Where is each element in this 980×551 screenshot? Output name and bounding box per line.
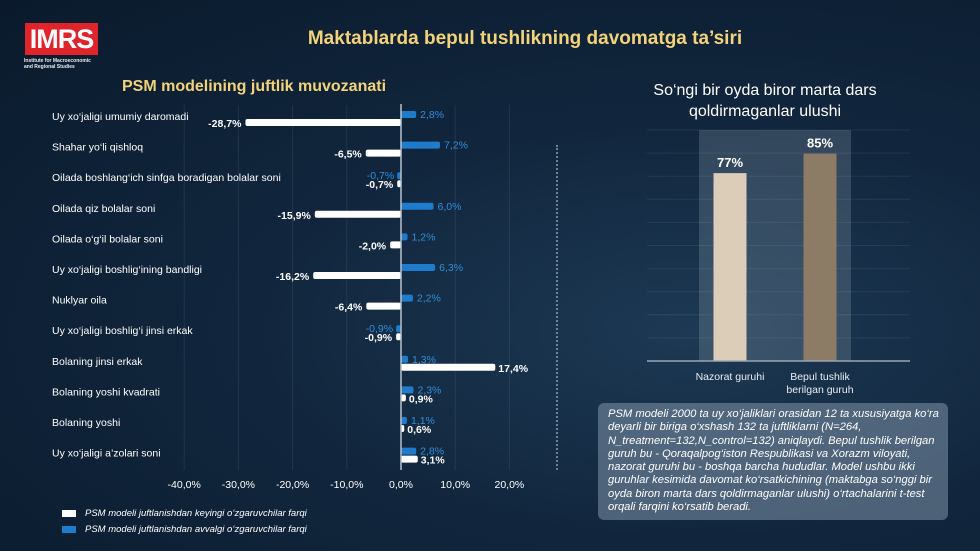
category-label: Bolaning yoshi — [52, 417, 120, 429]
bar-after — [245, 119, 401, 126]
bar-after — [366, 302, 401, 310]
data-label-after: -15,9% — [278, 210, 312, 222]
category-label: Uy xo‘jaligi boshlig‘i jinsi erkak — [52, 325, 193, 337]
x-tick-label: -30,0% — [222, 479, 255, 491]
bar-after — [365, 149, 401, 157]
data-label-before: 6,3% — [439, 262, 463, 274]
category-label: Nazorat guruhi — [696, 371, 765, 383]
legend-label: PSM modeli juftlanishdan keyingi o‘zgaru… — [85, 507, 307, 519]
page-title: Maktablarda bepul tushlikning davomatga … — [307, 28, 743, 49]
data-label-before: 2,3% — [417, 384, 441, 396]
data-label-after: -6,4% — [335, 302, 363, 314]
bar-before — [401, 111, 417, 118]
category-label: Oilada qiz bolalar soni — [52, 203, 155, 215]
bar-before — [397, 172, 401, 180]
category-label: Nuklyar oila — [52, 295, 107, 307]
data-label-after: 0,9% — [409, 393, 434, 405]
bar-before — [401, 202, 434, 210]
bar-treatment — [803, 153, 837, 361]
bar-after — [401, 425, 405, 432]
legend-swatch-blue — [62, 525, 76, 533]
data-label-after: 17,4% — [498, 363, 528, 375]
category-label: Shahar yo‘li qishloq — [52, 142, 143, 154]
bar-before — [396, 325, 401, 333]
data-label-after: -2,0% — [359, 240, 387, 252]
bar-after — [397, 180, 401, 188]
category-label: Uy xo‘jaligi boshlig‘ining bandligi — [52, 264, 202, 276]
category-label: Bepul tushlik berilgan guruh — [786, 371, 853, 396]
bar-before — [401, 141, 441, 149]
bar-after — [313, 272, 401, 279]
data-label-before: -0,9% — [366, 323, 393, 335]
category-label: Uy xo‘jaligi umumiy daromadi — [52, 111, 189, 123]
data-label-after: 3,1% — [421, 455, 446, 467]
data-label-after: -28,7% — [208, 118, 242, 130]
data-label-before: 2,8% — [420, 446, 444, 458]
category-label: Bolaning yoshi kvadrati — [52, 386, 160, 398]
data-label-before: 7,2% — [444, 140, 468, 152]
bar-after — [396, 333, 401, 341]
category-label: Uy xo‘jaligi a’zolari soni — [52, 448, 161, 460]
data-label-after: 0,6% — [407, 424, 432, 436]
category-label: Oilada boshlang‘ich sinfga boradigan bol… — [52, 172, 281, 184]
data-label-before: 2,8% — [420, 109, 444, 121]
bar-before — [401, 386, 414, 394]
bar-after — [314, 210, 401, 218]
x-tick-label: 20,0% — [495, 479, 525, 491]
data-label-before: 1,2% — [412, 231, 436, 243]
bar-after — [401, 394, 406, 402]
legend-item-after: PSM modeli juftlanishdan keyingi o‘zgaru… — [62, 505, 307, 521]
bar-after — [401, 363, 496, 371]
bar-control — [713, 173, 747, 361]
right-chart-title: So‘ngi bir oyda biror marta dars qoldirm… — [653, 82, 877, 120]
data-label-before: 1,1% — [411, 415, 435, 427]
data-label-before: 2,2% — [417, 293, 441, 305]
x-tick-label: 10,0% — [440, 479, 470, 491]
bar-before — [401, 294, 413, 302]
legend-swatch-white — [62, 509, 76, 517]
value-label: 85% — [807, 136, 833, 151]
data-label-after: -16,2% — [276, 271, 310, 283]
left-chart-title: PSM modelining juftlik muvozanati — [122, 78, 387, 95]
data-label-after: -0,7% — [366, 179, 394, 191]
category-label: Bolaning jinsi erkak — [52, 356, 143, 368]
legend-item-before: PSM modeli juftlanishdan avvalgi o‘zgaru… — [62, 521, 307, 537]
bar-before — [401, 417, 407, 424]
data-label-before: 6,0% — [438, 201, 462, 213]
data-label-after: -6,5% — [334, 149, 362, 161]
data-label-before: -0,7% — [367, 170, 394, 182]
legend: PSM modeli juftlanishdan keyingi o‘zgaru… — [62, 505, 307, 537]
x-tick-label: -40,0% — [168, 479, 201, 491]
methodology-note: PSM modeli 2000 ta uy xo‘jaliklari orasi… — [598, 403, 948, 521]
data-label-after: -0,9% — [365, 332, 393, 344]
bar-after — [401, 455, 418, 463]
legend-label: PSM modeli juftlanishdan avvalgi o‘zgaru… — [85, 523, 307, 535]
value-label: 77% — [717, 155, 743, 170]
x-tick-label: -10,0% — [330, 479, 363, 491]
bar-before — [401, 447, 417, 455]
bar-before — [401, 233, 408, 241]
section-divider — [556, 145, 558, 470]
x-tick-label: -20,0% — [276, 479, 309, 491]
x-tick-label: 0,0% — [389, 479, 413, 491]
bar-before — [401, 355, 409, 363]
bar-before — [401, 264, 436, 271]
category-label: Oilada o‘g‘il bolalar soni — [52, 233, 163, 245]
bar-after — [390, 241, 401, 249]
imrs-logo: IMRS — [25, 23, 98, 55]
data-label-before: 1,3% — [412, 354, 436, 366]
logo-subtitle: Institute for Macroeconomic and Regional… — [24, 58, 91, 70]
